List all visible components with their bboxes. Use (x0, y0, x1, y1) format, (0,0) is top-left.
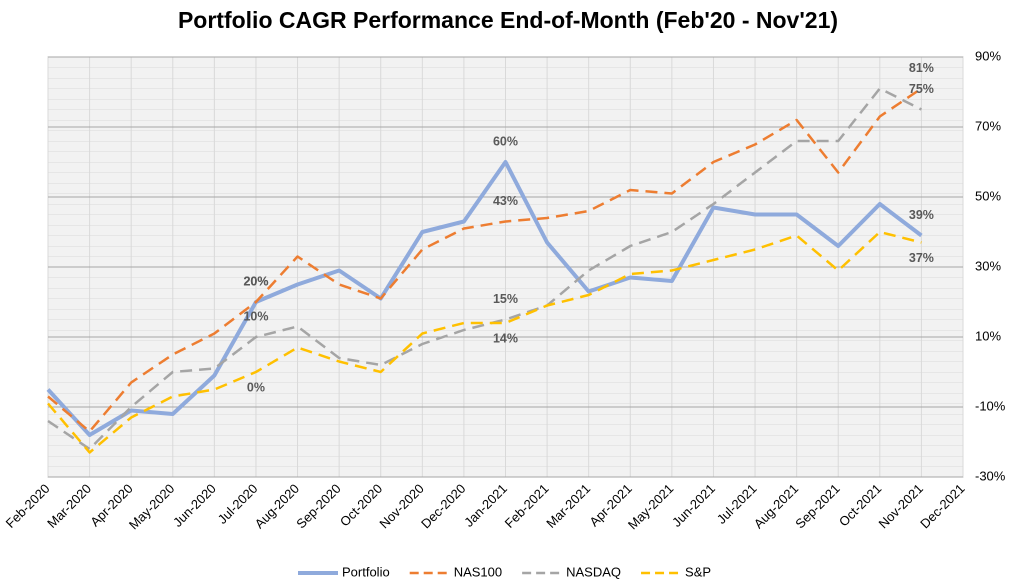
x-tick-group: Dec-2021 (917, 481, 967, 531)
x-tick-label: Feb-2020 (3, 481, 53, 531)
x-tick-label: May-2020 (126, 481, 177, 532)
x-tick-group: Sep-2021 (792, 481, 842, 531)
series-line (47, 87, 922, 451)
x-tick-label: May-2021 (625, 481, 676, 532)
x-tick-group: Dec-2020 (418, 481, 468, 531)
x-tick-group: May-2021 (625, 481, 676, 532)
x-tick-group: Jun-2021 (669, 481, 718, 530)
data-label: 43% (493, 194, 518, 208)
data-label: 0% (247, 380, 265, 394)
data-label: 60% (493, 134, 518, 148)
x-tick-label: Jun-2020 (170, 481, 219, 530)
y-tick-label: 10% (975, 328, 1001, 343)
x-tick-label: Nov-2020 (376, 481, 426, 531)
data-label: 81% (909, 61, 934, 75)
data-label: 37% (909, 251, 934, 265)
x-tick-group: Aug-2020 (252, 481, 302, 531)
x-tick-label: Jun-2021 (669, 481, 718, 530)
y-tick-label: 50% (975, 188, 1001, 203)
data-label: 39% (909, 208, 934, 222)
legend-label: S&P (685, 564, 711, 579)
legend-label: Portfolio (342, 564, 390, 579)
data-label: 14% (493, 331, 518, 345)
x-tick-group: Nov-2021 (875, 481, 925, 531)
x-tick-group: Jun-2020 (170, 481, 219, 530)
x-tick-group: Feb-2021 (502, 481, 552, 531)
chart-title: Portfolio CAGR Performance End-of-Month … (178, 7, 838, 33)
y-tick-label: 70% (975, 118, 1001, 133)
x-tick-group: May-2020 (126, 481, 177, 532)
x-tick-label: Dec-2021 (917, 481, 967, 531)
legend-label: NASDAQ (566, 564, 621, 579)
data-label: 20% (243, 274, 268, 288)
x-tick-label: Aug-2021 (751, 481, 801, 531)
y-tick-label: -10% (975, 398, 1006, 413)
x-tick-label: Sep-2020 (293, 481, 343, 531)
data-label: 10% (243, 309, 268, 323)
x-tick-label: Mar-2020 (44, 481, 94, 531)
x-tick-group: Nov-2020 (376, 481, 426, 531)
series-line (47, 87, 923, 433)
x-tick-group: Mar-2020 (44, 481, 94, 531)
data-label: 75% (909, 82, 934, 96)
x-tick-group: Aug-2021 (751, 481, 801, 531)
x-tick-group: Sep-2020 (293, 481, 343, 531)
series-line (46, 160, 923, 437)
x-tick-label: Aug-2020 (252, 481, 302, 531)
y-tick-label: 90% (975, 48, 1001, 63)
data-label: 20% (243, 274, 268, 288)
x-tick-label: Feb-2021 (502, 481, 552, 531)
data-label: 15% (493, 292, 518, 306)
x-tick-group: Mar-2021 (543, 481, 593, 531)
x-tick-label: Mar-2021 (543, 481, 593, 531)
y-tick-label: 30% (975, 258, 1001, 273)
x-tick-group: Feb-2020 (3, 481, 53, 531)
y-tick-label: -30% (975, 468, 1006, 483)
x-tick-label: Sep-2021 (792, 481, 842, 531)
x-tick-label: Nov-2021 (875, 481, 925, 531)
legend-label: NAS100 (454, 564, 502, 579)
x-tick-label: Dec-2020 (418, 481, 468, 531)
